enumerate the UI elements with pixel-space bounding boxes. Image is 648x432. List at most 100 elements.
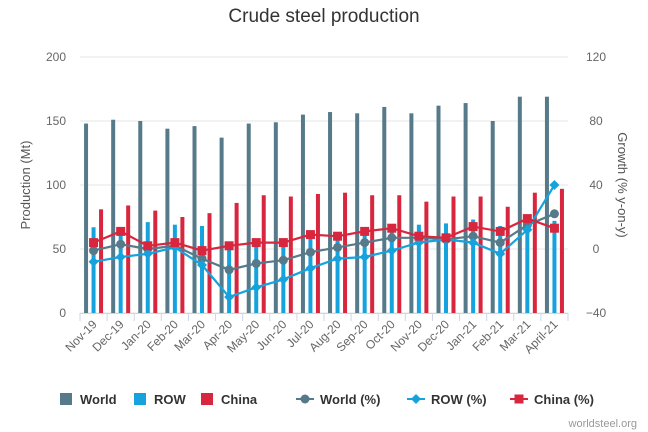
point-china [143,241,153,251]
y-tick-label: 200 [46,50,66,64]
point-row [88,256,99,267]
bar-china [343,192,348,313]
line-series [88,180,560,302]
point-china [333,231,343,241]
y2-axis-title: Growth (% y-on-y) [615,132,630,237]
bar-world [111,119,116,313]
bar-china [559,188,564,313]
bar-china [478,196,483,313]
bar-world [84,123,89,313]
point-china [197,246,207,256]
point-world [278,255,288,265]
x-tick-label: Jun-20 [254,317,290,353]
point-row [251,282,262,293]
point-world [360,238,370,248]
point-world [116,239,126,249]
point-china [522,214,532,224]
legend-swatch-china [201,393,213,405]
point-row [115,252,126,262]
point-china [441,233,451,243]
bar-china [126,205,131,313]
bar-row [362,231,367,313]
bar-row [471,219,476,313]
credit-text: worldsteel.org [568,418,637,430]
point-china [414,231,424,241]
point-row [549,180,560,190]
bar-china [451,196,456,313]
bar-world [165,128,170,313]
point-row [197,260,207,270]
bar-china [288,196,293,313]
bar-world [138,121,143,313]
bar-row [308,236,313,313]
bar-china [424,201,429,313]
line-china [93,217,555,252]
point-china [170,238,180,248]
legend: World ROW China World (%) ROW (%) China (%) [60,392,594,407]
bar-china [180,217,185,313]
x-tick-label: Mar-20 [171,317,208,354]
bar-row [172,224,177,313]
bar-world [517,96,522,314]
point-world [468,231,478,241]
legend-marker-china [514,394,524,404]
legend-swatch-row [134,393,146,405]
bar-row [525,214,530,313]
grid-lines [80,56,568,314]
bar-china [207,213,212,313]
point-china [224,241,234,251]
point-world [387,233,397,243]
legend-label-row: ROW [154,392,187,407]
point-world [305,247,315,257]
bar-china [234,202,239,313]
y2-tick-label: −40 [586,306,607,320]
bar-row [91,227,96,313]
bar-row [498,225,503,313]
bar-china [261,195,266,313]
point-row [305,263,316,274]
point-china [387,223,397,233]
bar-world [490,121,495,313]
bar-world [328,112,333,313]
bar-china [397,195,402,313]
point-row [142,248,153,259]
point-world [495,238,505,248]
bar-china [315,193,320,313]
point-row [278,274,289,285]
point-china [278,238,288,248]
legend-label-china: China (%) [534,392,594,407]
point-world [89,246,99,256]
bar-row [145,222,150,313]
bar-china [505,206,510,313]
point-row [495,248,506,259]
point-row [359,252,370,262]
y-tick-label: 50 [53,242,67,256]
bar-row [389,225,394,313]
y-axis-title: Production (Mt) [18,141,33,230]
bar-world [355,113,360,313]
bar-world [219,137,224,313]
bar-world [382,106,387,313]
legend-label-row: ROW (%) [431,392,487,407]
point-china [89,238,99,248]
bar-china [532,192,537,313]
bar-row [444,223,448,313]
bar-world [436,105,441,313]
point-china [305,230,315,240]
y2-tick-label: 40 [589,178,603,192]
line-world [93,212,555,271]
point-row [332,253,343,264]
legend-label-world: World [80,392,117,407]
bar-world [192,126,197,314]
bar-world [246,123,251,313]
y-tick-label: 0 [59,306,66,320]
point-world [333,242,343,252]
bar-world [300,114,305,313]
point-china [116,226,126,236]
legend-label-world: World (%) [320,392,380,407]
bar-world [409,113,414,313]
chart-title: Crude steel production [228,6,420,27]
bar-row [416,224,421,313]
